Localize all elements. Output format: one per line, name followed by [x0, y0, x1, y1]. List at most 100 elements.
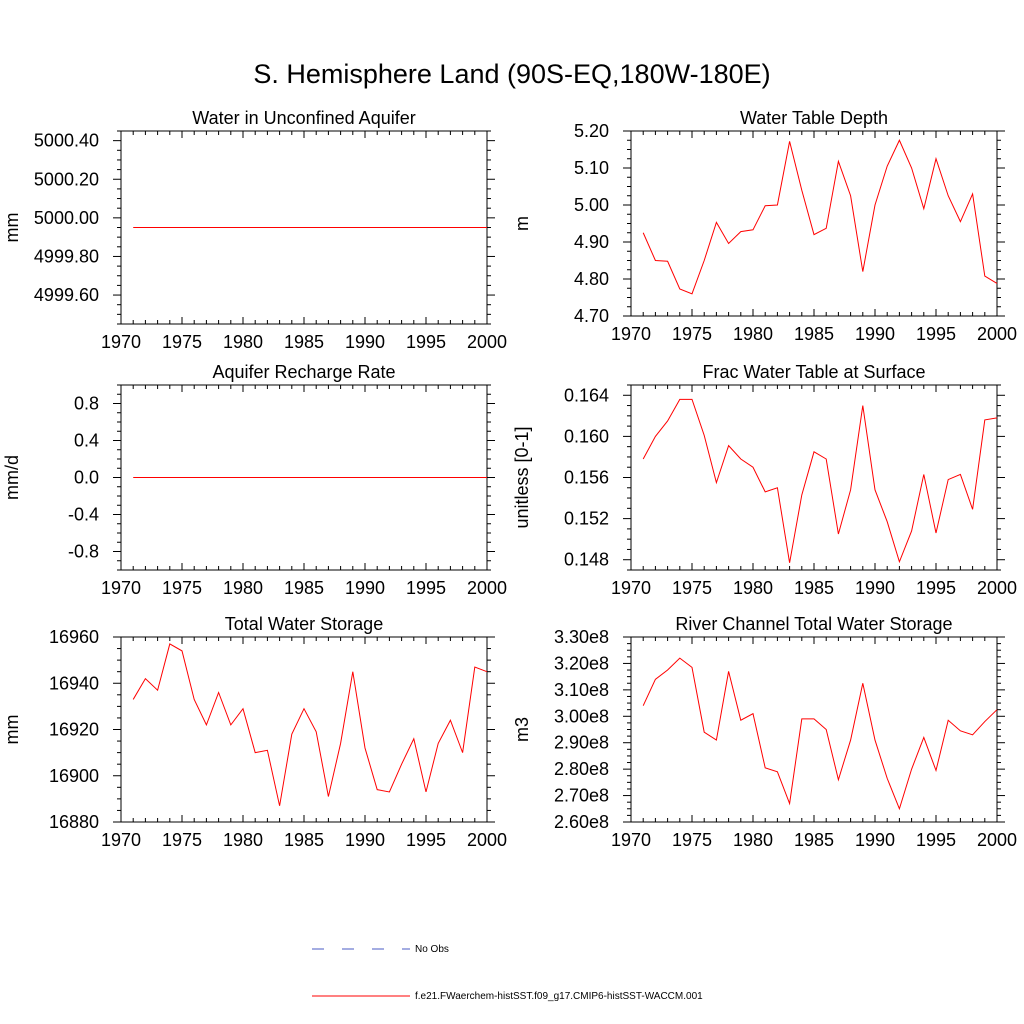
panel-title: Total Water Storage — [225, 614, 383, 634]
x-tick-label: 1980 — [223, 578, 263, 598]
legend-obs-label: No Obs — [415, 944, 449, 955]
x-tick-label: 2000 — [977, 324, 1017, 344]
x-tick-label: 1970 — [101, 332, 141, 352]
x-tick-label: 2000 — [467, 578, 507, 598]
y-tick-label: 0.148 — [564, 550, 609, 570]
y-tick-label: 4.70 — [574, 306, 609, 326]
y-tick-label: 16960 — [49, 627, 99, 647]
chart-panel-5: Total Water Storage mm 1970 1975 1980 1985 199… — [2, 614, 507, 850]
x-tick-label: 1990 — [855, 830, 895, 850]
x-tick-label: 1975 — [672, 578, 712, 598]
series-line — [642, 139, 998, 295]
chart-panel-6: River Channel Total Water Storage m3 1970 1… — [512, 614, 1017, 850]
y-tick-label: 5000.00 — [34, 208, 99, 228]
x-tick-label: 1975 — [162, 830, 202, 850]
series-line — [642, 657, 998, 811]
series-line — [132, 643, 488, 806]
x-tick-label: 1985 — [794, 830, 834, 850]
x-tick-label: 1995 — [406, 578, 446, 598]
y-tick-label: 5000.20 — [34, 169, 99, 189]
panel-title: Water in Unconfined Aquifer — [192, 108, 415, 128]
x-tick-label: 2000 — [467, 332, 507, 352]
y-tick-label: 0.156 — [564, 468, 609, 488]
chart-panel-4: Frac Water Table at Surface unitless [0-1… — [512, 362, 1017, 598]
x-tick-label: 1970 — [101, 578, 141, 598]
y-tick-label: 3.10e8 — [554, 680, 609, 700]
y-tick-label: 4.90 — [574, 232, 609, 252]
y-tick-label: 5.00 — [574, 195, 609, 215]
y-tick-label: 2.70e8 — [554, 786, 609, 806]
legend-model-label: f.e21.FWaerchem-histSST.f09_g17.CMIP6-hi… — [415, 991, 703, 1002]
x-tick-label: 2000 — [977, 830, 1017, 850]
x-tick-label: 1970 — [611, 578, 651, 598]
x-tick-label: 1980 — [733, 830, 773, 850]
y-tick-label: 0.152 — [564, 509, 609, 529]
x-tick-label: 1980 — [223, 830, 263, 850]
y-tick-label: 16920 — [49, 720, 99, 740]
y-tick-label: 2.60e8 — [554, 812, 609, 832]
y-tick-label: 3.00e8 — [554, 706, 609, 726]
x-tick-label: 1985 — [794, 578, 834, 598]
x-tick-label: 1990 — [345, 578, 385, 598]
y-tick-label: 2.90e8 — [554, 733, 609, 753]
x-tick-label: 1985 — [284, 830, 324, 850]
panel-title: Water Table Depth — [740, 108, 888, 128]
x-tick-label: 1995 — [916, 830, 956, 850]
y-tick-label: 3.20e8 — [554, 653, 609, 673]
y-tick-label: 0.8 — [74, 394, 99, 414]
y-axis-label: m — [512, 216, 532, 231]
y-tick-label: 4.80 — [574, 269, 609, 289]
plot-frame — [120, 636, 488, 823]
y-tick-label: 3.30e8 — [554, 627, 609, 647]
x-tick-label: 1985 — [794, 324, 834, 344]
x-tick-label: 1975 — [162, 332, 202, 352]
x-tick-label: 1975 — [162, 578, 202, 598]
y-axis-label: m3 — [512, 717, 532, 742]
x-tick-label: 1975 — [672, 830, 712, 850]
x-tick-label: 2000 — [977, 578, 1017, 598]
x-tick-label: 1990 — [855, 578, 895, 598]
x-tick-label: 1995 — [916, 578, 956, 598]
y-tick-label: 4999.60 — [34, 285, 99, 305]
x-tick-label: 2000 — [467, 830, 507, 850]
legend: No Obs f.e21.FWaerchem-histSST.f09_g17.C… — [312, 944, 703, 1002]
y-tick-label: 0.4 — [74, 431, 99, 451]
x-tick-label: 1980 — [733, 578, 773, 598]
y-axis-label: mm — [2, 213, 22, 243]
y-tick-label: 0.160 — [564, 426, 609, 446]
panel-title: Aquifer Recharge Rate — [212, 362, 395, 382]
x-tick-label: 1975 — [672, 324, 712, 344]
x-tick-label: 1990 — [345, 332, 385, 352]
panels: Water in Unconfined Aquifer mm 1970 1975 198… — [2, 108, 1017, 850]
plot-frame — [630, 384, 998, 571]
chart-panel-3: Aquifer Recharge Rate mm/d 1970 1975 1980 198… — [2, 362, 507, 598]
y-axis-label: unitless [0-1] — [512, 426, 532, 528]
x-tick-label: 1980 — [223, 332, 263, 352]
panel-title: River Channel Total Water Storage — [675, 614, 952, 634]
y-tick-label: 5.20 — [574, 121, 609, 141]
x-tick-label: 1990 — [345, 830, 385, 850]
x-tick-label: 1970 — [101, 830, 141, 850]
y-tick-label: 16880 — [49, 812, 99, 832]
chart-panel-2: Water Table Depth m 1970 1975 1980 1985 1990 19… — [512, 108, 1017, 344]
y-axis-label: mm/d — [2, 455, 22, 500]
x-tick-label: 1970 — [611, 830, 651, 850]
y-tick-label: 16940 — [49, 673, 99, 693]
x-tick-label: 1995 — [916, 324, 956, 344]
y-tick-label: 2.80e8 — [554, 759, 609, 779]
figure-title: S. Hemisphere Land (90S-EQ,180W-180E) — [253, 59, 770, 89]
x-tick-label: 1970 — [611, 324, 651, 344]
panel-title: Frac Water Table at Surface — [702, 362, 925, 382]
y-tick-label: 5.10 — [574, 158, 609, 178]
x-tick-label: 1980 — [733, 324, 773, 344]
plot-frame — [630, 130, 998, 317]
x-tick-label: 1990 — [855, 324, 895, 344]
y-axis-label: mm — [2, 715, 22, 745]
y-tick-label: 0.0 — [74, 468, 99, 488]
y-tick-label: 4999.80 — [34, 246, 99, 266]
y-tick-label: -0.4 — [68, 505, 99, 525]
y-tick-label: -0.8 — [68, 542, 99, 562]
y-tick-label: 16900 — [49, 766, 99, 786]
x-tick-label: 1995 — [406, 830, 446, 850]
